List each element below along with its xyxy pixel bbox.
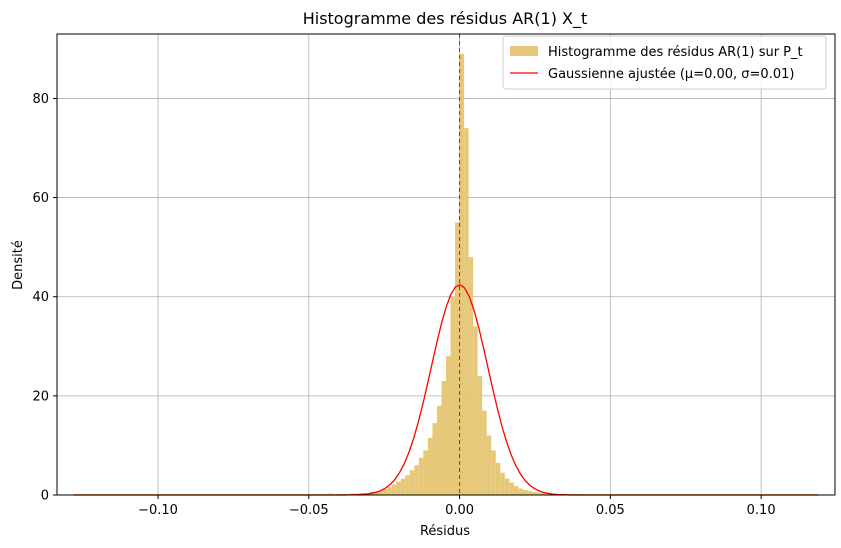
- histogram-bar: [436, 405, 442, 495]
- histogram-bar: [391, 484, 397, 495]
- histogram-bar: [495, 462, 501, 495]
- histogram-bar: [450, 296, 456, 495]
- y-tick-label: 40: [32, 290, 49, 305]
- histogram-bar: [423, 450, 428, 495]
- legend-histogram-swatch: [510, 46, 538, 56]
- histogram-bar: [400, 478, 406, 495]
- histogram-bar: [477, 376, 483, 495]
- histogram-bar: [468, 257, 474, 495]
- x-tick-label: 0.00: [445, 503, 474, 518]
- legend-histogram-label: Histogramme des résidus AR(1) sur P_t: [548, 45, 803, 60]
- histogram-bar: [396, 481, 401, 495]
- x-axis-label: Résidus: [420, 524, 470, 539]
- histogram-bar: [455, 222, 460, 495]
- histogram-bar: [531, 492, 537, 495]
- histogram-bar: [414, 465, 419, 495]
- histogram-bar: [446, 356, 451, 495]
- histogram-bar: [500, 472, 505, 495]
- histogram-bar: [418, 457, 424, 495]
- x-tick-label: 0.10: [747, 503, 776, 518]
- histogram-bar: [504, 478, 510, 495]
- y-tick-label: 20: [32, 389, 49, 404]
- legend-box: [502, 35, 827, 90]
- histogram-bar: [387, 487, 392, 495]
- histogram-bar: [427, 437, 433, 495]
- legend-gaussian-label: Gaussienne ajustée (μ=0.00, σ=0.01): [548, 67, 794, 82]
- x-tick-label: 0.05: [596, 503, 625, 518]
- histogram-bar: [464, 128, 469, 495]
- plot-frame: [56, 33, 836, 496]
- legend: Histogramme des résidus AR(1) sur P_t Ga…: [502, 35, 827, 90]
- histogram-bars: [73, 53, 819, 496]
- chart-title: Histogramme des résidus AR(1) X_t: [303, 9, 588, 29]
- histogram-bar: [473, 326, 478, 495]
- histogram-bar: [382, 489, 388, 495]
- histogram-bar: [527, 491, 532, 495]
- histogram-bar: [513, 486, 519, 495]
- histogram-bar: [441, 380, 446, 495]
- histogram-bar: [486, 435, 492, 495]
- histogram-bar: [409, 470, 415, 495]
- x-tick-label: −0.05: [289, 503, 329, 518]
- y-tick-label: 60: [32, 191, 49, 206]
- histogram-bar: [373, 491, 379, 495]
- histogram-bar: [536, 492, 541, 495]
- axis-ticks: −0.10 −0.05 0.00 0.05 0.10 0 20 40 60 80: [32, 92, 775, 518]
- y-tick-label: 0: [41, 489, 49, 504]
- histogram-bar: [491, 450, 496, 495]
- y-tick-label: 80: [32, 92, 49, 107]
- plot-border: [56, 33, 836, 496]
- histogram-bar: [405, 475, 410, 495]
- histogram-bar: [378, 490, 383, 495]
- histogram-bar: [459, 53, 465, 496]
- histogram-bar: [432, 423, 437, 495]
- histogram-bar: [509, 482, 514, 495]
- y-axis-label: Densité: [11, 240, 26, 290]
- x-tick-label: −0.10: [138, 503, 178, 518]
- histogram-bar: [482, 410, 487, 495]
- histogram-bar: [522, 490, 528, 495]
- histogram-bar: [518, 488, 523, 495]
